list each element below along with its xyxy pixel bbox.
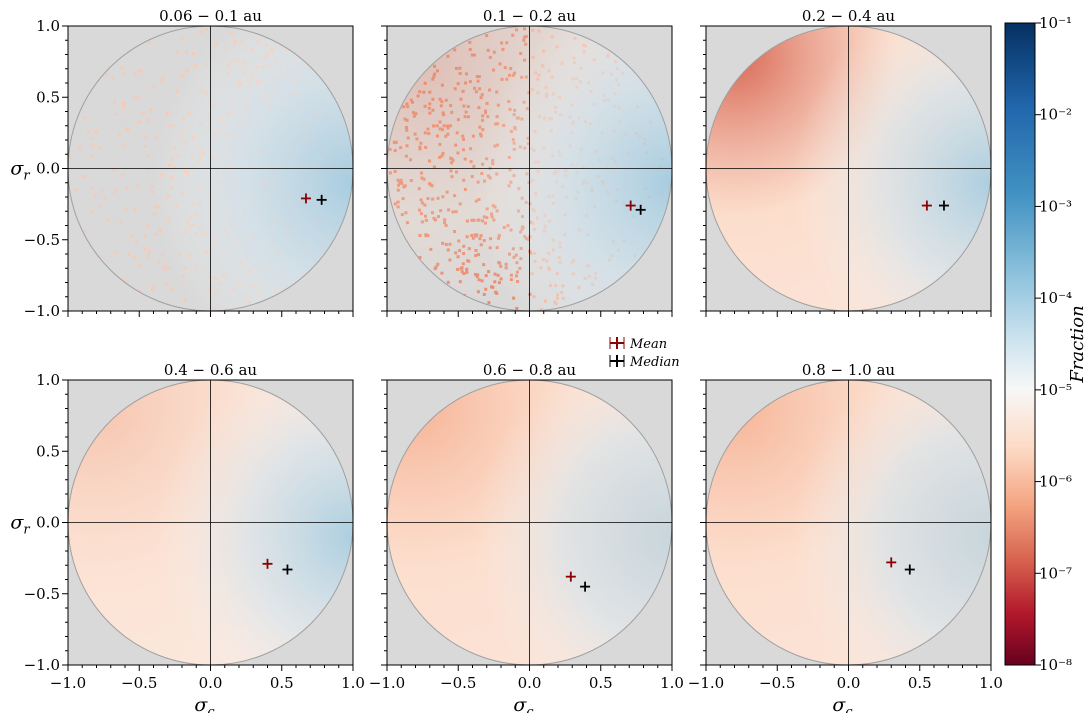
y-tick-label: −0.5 [24,585,60,603]
panel-title: 0.2 − 0.4 au [802,7,896,25]
colorbar: 10⁻¹ 10⁻² 10⁻³ 10⁻⁴ 10⁻⁵ 10⁻⁶ 10⁻⁷ 10⁻⁸ Fraction [1004,14,1088,674]
median-marker [635,204,646,215]
y-tick-label: 0.5 [36,442,60,460]
panel-title: 0.06 − 0.1 au [159,7,262,25]
colorbar-tick-label: 10⁻³ [1039,197,1072,215]
x-tick-label: −0.5 [759,674,795,692]
mean-marker [300,193,311,204]
y-tick-label: 1.0 [36,371,60,389]
x-tick-label: 0.0 [518,674,542,692]
colorbar-label: Fraction [1067,305,1088,383]
x-tick-label: −1.0 [688,674,724,692]
colorbar-tick-label: 10⁻⁶ [1039,473,1072,491]
colorbar-tick-label: 10⁻⁷ [1039,564,1072,582]
x-tick-label: −1.0 [369,674,405,692]
y-tick-label: 0.0 [36,160,60,178]
mean-marker [262,558,273,569]
panel-title: 0.8 − 1.0 au [802,361,896,379]
mean-marker [886,557,897,568]
x-tick-label: 0.0 [837,674,861,692]
panel-5: −1.0 −0.5 0.0 0.5 1.0 σc 0.6 − 0.8 au [369,361,684,713]
mean-marker [921,200,932,211]
x-tick-label: 0.0 [199,674,223,692]
panel-title: 0.4 − 0.6 au [164,361,258,379]
y-axis-label: σr [10,158,30,184]
y-tick-label: −1.0 [24,656,60,674]
panel-title: 0.1 − 0.2 au [483,7,577,25]
y-axis-label: σr [10,512,30,538]
median-marker [282,564,293,575]
colorbar-tick-label: 10⁻⁴ [1039,289,1072,307]
x-tick-label: −1.0 [50,674,86,692]
legend-label: Median [629,355,680,370]
legend-item-median: Median [609,355,680,370]
x-tick-label: 1.0 [341,674,365,692]
x-tick-label: 1.0 [979,674,1003,692]
x-axis-label: σc [832,694,853,713]
mean-marker [625,200,636,211]
median-marker [580,581,591,592]
mean-marker [565,571,576,582]
panel-2: 0.1 − 0.2 au [381,7,673,317]
panels: −1.0 −0.5 0.0 0.5 1.0 σr 0.06 − 0.1 au 0.1 − 0.… [10,7,1003,713]
y-tick-label: 0.5 [36,88,60,106]
median-marker [904,564,915,575]
legend-item-mean: Mean [609,337,667,352]
x-tick-label: 0.5 [908,674,932,692]
x-tick-label: 0.5 [589,674,613,692]
x-tick-label: −0.5 [121,674,157,692]
x-tick-label: −0.5 [440,674,476,692]
colorbar-tick-label: 10⁻⁸ [1039,656,1072,674]
x-axis-label: σc [513,694,534,713]
panel-3: 0.2 − 0.4 au [700,7,992,317]
median-marker [938,200,949,211]
y-tick-label: −1.0 [24,302,60,320]
colorbar-tick-label: 10⁻⁵ [1039,381,1072,399]
y-tick-label: −0.5 [24,231,60,249]
x-tick-label: 1.0 [660,674,684,692]
x-tick-label: 0.5 [270,674,294,692]
x-axis-label: σc [194,694,215,713]
colorbar-tick-label: 10⁻¹ [1039,14,1072,32]
colorbar-gradient [1004,22,1036,666]
panel-1: −1.0 −0.5 0.0 0.5 1.0 σr 0.06 − 0.1 au [10,7,354,320]
y-tick-label: 1.0 [36,17,60,35]
legend: Mean Median [609,337,680,370]
y-tick-label: 0.0 [36,514,60,532]
panel-6: −1.0 −0.5 0.0 0.5 1.0 σc 0.8 − 1.0 au [688,361,1003,713]
median-marker [316,194,327,205]
panel-title: 0.6 − 0.8 au [483,361,577,379]
panel-4: −1.0 −0.5 0.0 0.5 1.0 σr −1.0 −0.5 0.0 0.5 1.0 σc 0.… [10,361,365,713]
legend-label: Mean [629,337,667,352]
colorbar-tick-label: 10⁻² [1039,106,1072,124]
